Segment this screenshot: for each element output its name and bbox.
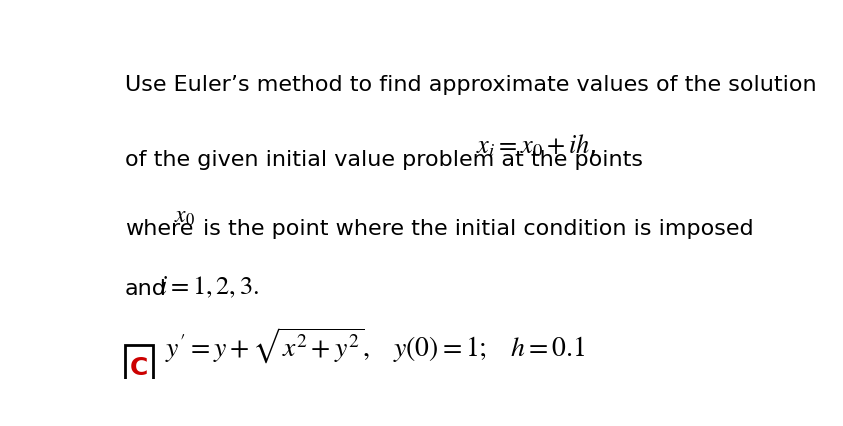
Text: C: C — [130, 355, 148, 379]
Text: Use Euler’s method to find approximate values of the solution: Use Euler’s method to find approximate v… — [125, 75, 817, 95]
Text: $y' = y + \sqrt{x^2 + y^2}, \quad y(0) = 1; \quad h = 0.1$: $y' = y + \sqrt{x^2 + y^2}, \quad y(0) =… — [165, 325, 586, 366]
Text: and: and — [125, 278, 167, 298]
Text: where: where — [125, 219, 193, 239]
FancyBboxPatch shape — [125, 345, 153, 389]
Text: $x_i = x_0 + ih$,: $x_i = x_0 + ih$, — [476, 132, 597, 159]
Text: is the point where the initial condition is imposed: is the point where the initial condition… — [203, 219, 754, 239]
Text: $i = 1, 2, 3.$: $i = 1, 2, 3.$ — [159, 274, 259, 300]
Text: of the given initial value problem at the points: of the given initial value problem at th… — [125, 150, 643, 170]
Text: $x_0$: $x_0$ — [174, 203, 195, 227]
